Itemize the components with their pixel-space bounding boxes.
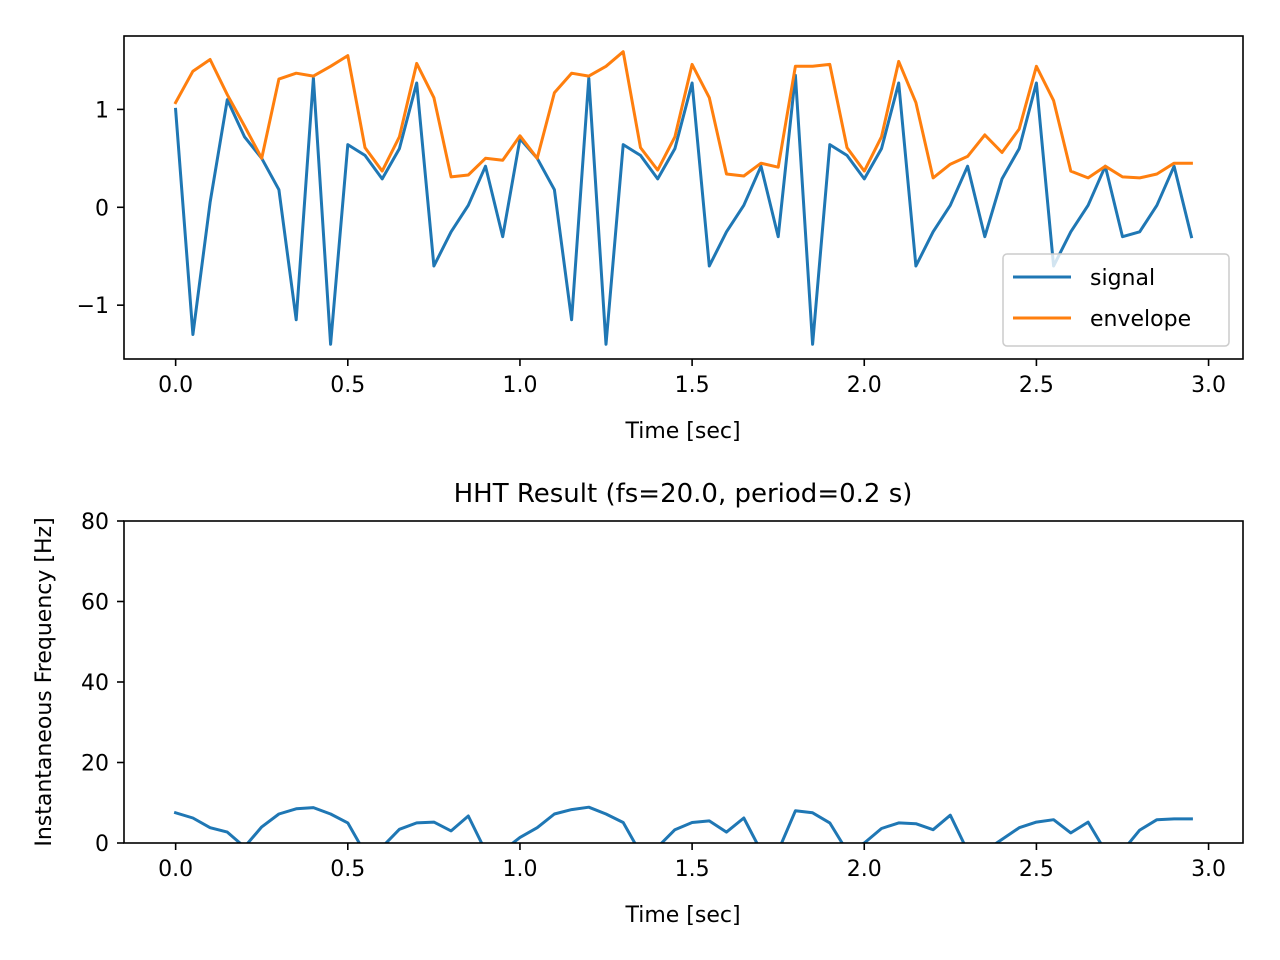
- signal-envelope-plot-area: [173, 50, 1194, 346]
- x-tick-label: 2.0: [847, 373, 882, 398]
- x-tick-label: 3.0: [1191, 857, 1226, 882]
- y-tick-label: −1: [77, 294, 109, 319]
- top-axes-frame: [123, 35, 1244, 360]
- y-tick-label: 20: [81, 752, 109, 777]
- chart-title: HHT Result (fs=20.0, period=0.2 s): [454, 479, 913, 509]
- legend: signal envelope: [1002, 253, 1230, 347]
- y-tick-label: 80: [81, 510, 109, 535]
- top-x-axis-label: Time [sec]: [624, 419, 740, 444]
- x-tick-label: 0.5: [330, 373, 365, 398]
- y-tick-label: 60: [81, 591, 109, 616]
- bottom-y-axis: 0 20 40 60 80: [81, 510, 124, 857]
- y-tick-label: 0: [95, 196, 109, 221]
- x-tick-label: 2.0: [847, 857, 882, 882]
- bottom-x-axis-label: Time [sec]: [624, 903, 740, 928]
- instantaneous-frequency-series-line: [173, 805, 1193, 843]
- bottom-y-axis-label: Instantaneous Frequency [Hz]: [32, 517, 57, 846]
- bottom-x-axis: 0.0 0.5 1.0 1.5 2.0 2.5 3.0: [158, 843, 1226, 882]
- x-tick-label: 1.5: [675, 373, 710, 398]
- envelope-series-line: [173, 50, 1193, 180]
- x-tick-label: 1.0: [502, 857, 537, 882]
- hht-plot-area: [173, 805, 1193, 843]
- legend-envelope-label: envelope: [1090, 307, 1191, 332]
- signal-envelope-chart: 0.0 0.5 1.0 1.5 2.0 2.5 3.0 −1 0 1 Time [sec] si…: [77, 35, 1244, 444]
- x-tick-label: 2.5: [1019, 373, 1054, 398]
- x-tick-label: 0.0: [158, 373, 193, 398]
- legend-signal-label: signal: [1090, 266, 1155, 291]
- hht-result-chart: 0.0 0.5 1.0 1.5 2.0 2.5 3.0 0 20 40 60 80 HHT Resu…: [32, 479, 1244, 928]
- y-tick-label: 1: [95, 98, 109, 123]
- x-tick-label: 2.5: [1019, 857, 1054, 882]
- y-tick-label: 40: [81, 671, 109, 696]
- x-tick-label: 0.5: [330, 857, 365, 882]
- x-tick-label: 1.5: [675, 857, 710, 882]
- signal-series-line: [173, 73, 1194, 346]
- x-tick-label: 3.0: [1191, 373, 1226, 398]
- x-tick-label: 1.0: [502, 373, 537, 398]
- top-x-axis: 0.0 0.5 1.0 1.5 2.0 2.5 3.0: [158, 359, 1226, 398]
- y-tick-label: 0: [95, 832, 109, 857]
- top-y-axis: −1 0 1: [77, 98, 124, 319]
- x-tick-label: 0.0: [158, 857, 193, 882]
